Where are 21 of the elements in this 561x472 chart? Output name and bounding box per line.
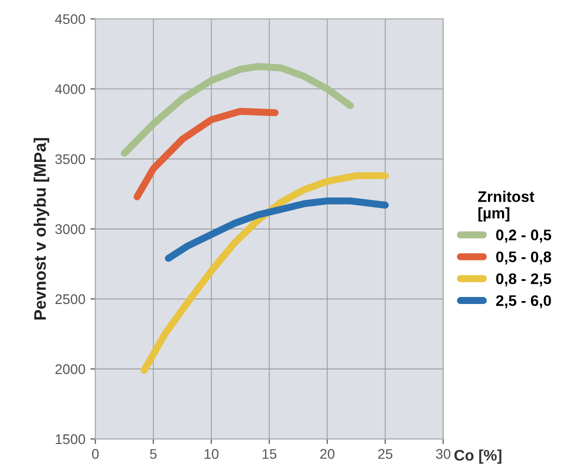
y-tick-label: 4500	[55, 14, 86, 24]
x-tick-label: 10	[204, 449, 218, 459]
legend-label: 0,5 - 0,8	[496, 251, 552, 264]
x-tick-label: 5	[150, 449, 157, 459]
y-axis-title: Pevnost v ohybu [MPa]	[34, 138, 50, 320]
legend-label: 2,5 - 6,0	[496, 295, 551, 308]
y-tick-label: 1500	[56, 434, 86, 444]
legend-label: 0,8 - 2,5	[496, 273, 552, 286]
x-tick-label: 30	[436, 449, 450, 459]
legend-label: 0,2 - 0,5	[496, 230, 552, 243]
x-tick-label: 25	[378, 449, 392, 459]
y-tick-label: 2500	[55, 294, 86, 304]
legend-title: Zrnitost [µm]	[478, 190, 534, 222]
x-axis-title: Co [%]	[454, 449, 502, 464]
x-tick-label: 15	[262, 449, 276, 459]
y-tick-label: 4000	[55, 84, 86, 94]
y-tick-label: 2000	[55, 364, 86, 374]
x-tick-label: 0	[92, 449, 99, 459]
y-tick-label: 3000	[55, 224, 86, 234]
x-tick-label: 20	[320, 449, 334, 459]
y-tick-label: 3500	[55, 154, 86, 164]
